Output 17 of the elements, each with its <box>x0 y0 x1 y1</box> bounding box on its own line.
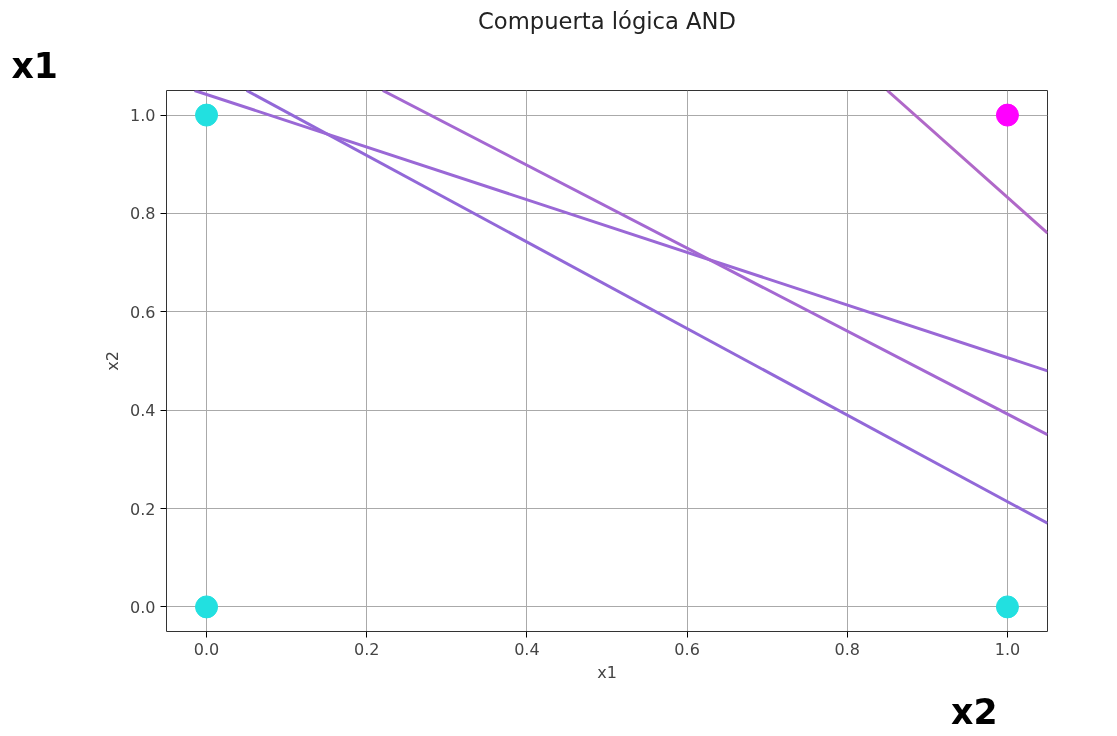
x-axis-title: x1 <box>597 662 617 682</box>
text: x1 <box>11 45 58 86</box>
chart-title: Compuerta lógica AND <box>478 7 736 34</box>
text: x2 <box>951 691 998 732</box>
y-tick-label: 0.4 <box>130 401 156 421</box>
y-tick-label: 0.2 <box>130 499 156 519</box>
x-tick-label: 0.4 <box>514 639 540 659</box>
x-tick-label: 0.2 <box>354 639 380 659</box>
y-tick-label: 1.0 <box>130 106 156 126</box>
y-tick-label: 0.6 <box>130 302 156 322</box>
x-tick-label: 0.8 <box>834 639 860 659</box>
x-tick-label: 1.0 <box>994 639 1021 659</box>
x-tick-label: 0.0 <box>193 639 220 659</box>
y-tick-label: 0.0 <box>130 597 156 617</box>
y-tick-label: 0.8 <box>130 204 156 224</box>
y-axis-title: x2 <box>103 351 123 371</box>
x-tick-label: 0.6 <box>674 639 700 659</box>
